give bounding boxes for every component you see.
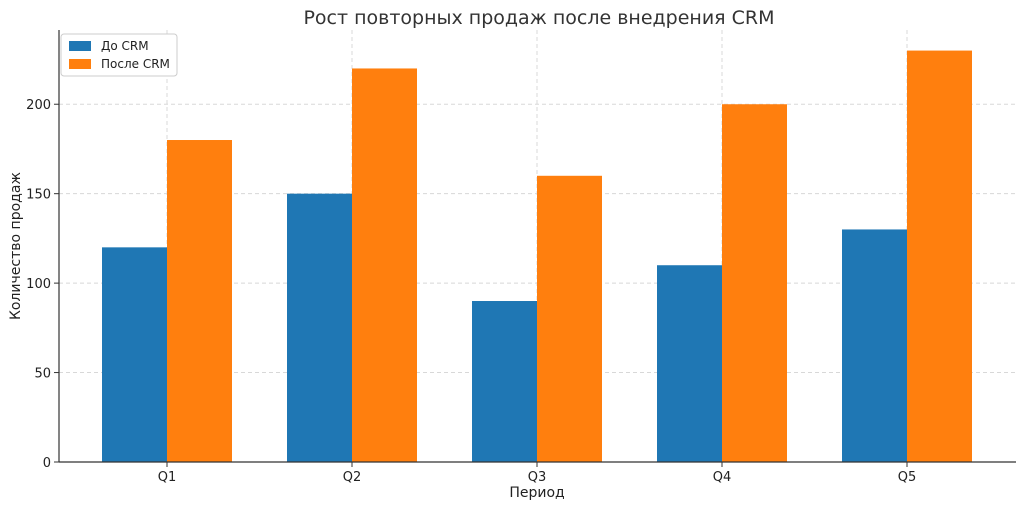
y-tick-label: 150 — [26, 188, 51, 203]
y-ticks: 0 50 100 150 200 — [26, 98, 59, 471]
legend-label-after-crm: После CRM — [101, 57, 170, 71]
chart-title: Рост повторных продаж после внедрения CR… — [303, 7, 774, 29]
bar-before-crm-q3 — [472, 301, 537, 462]
legend-swatch-before-crm — [69, 41, 91, 51]
bar-after-crm-q5 — [907, 50, 972, 462]
legend: До CRM После CRM — [60, 33, 178, 77]
x-tick-label: Q5 — [898, 470, 917, 485]
y-axis-label: Количество продаж — [8, 172, 24, 320]
bar-before-crm-q4 — [657, 265, 722, 462]
y-tick-label: 0 — [43, 456, 51, 471]
y-tick-label: 50 — [34, 367, 51, 382]
y-tick-label: 200 — [26, 98, 51, 113]
bar-before-crm-q2 — [287, 193, 352, 463]
x-tick-label: Q3 — [528, 470, 547, 485]
x-tick-label: Q4 — [713, 470, 732, 485]
bar-before-crm-q5 — [842, 229, 907, 462]
x-axis-label: Период — [509, 485, 564, 501]
bars — [102, 50, 972, 463]
x-tick-label: Q2 — [343, 470, 362, 485]
bar-after-crm-q3 — [537, 175, 602, 462]
y-tick-label: 100 — [26, 277, 51, 292]
bar-after-crm-q2 — [352, 68, 417, 462]
x-ticks: Q1 Q2 Q3 Q4 Q5 — [158, 462, 917, 485]
bar-after-crm-q4 — [722, 104, 787, 462]
bar-before-crm-q1 — [102, 247, 167, 462]
legend-swatch-after-crm — [69, 59, 91, 69]
legend-label-before-crm: До CRM — [101, 39, 149, 53]
bar-after-crm-q1 — [167, 140, 232, 462]
x-tick-label: Q1 — [158, 470, 177, 485]
